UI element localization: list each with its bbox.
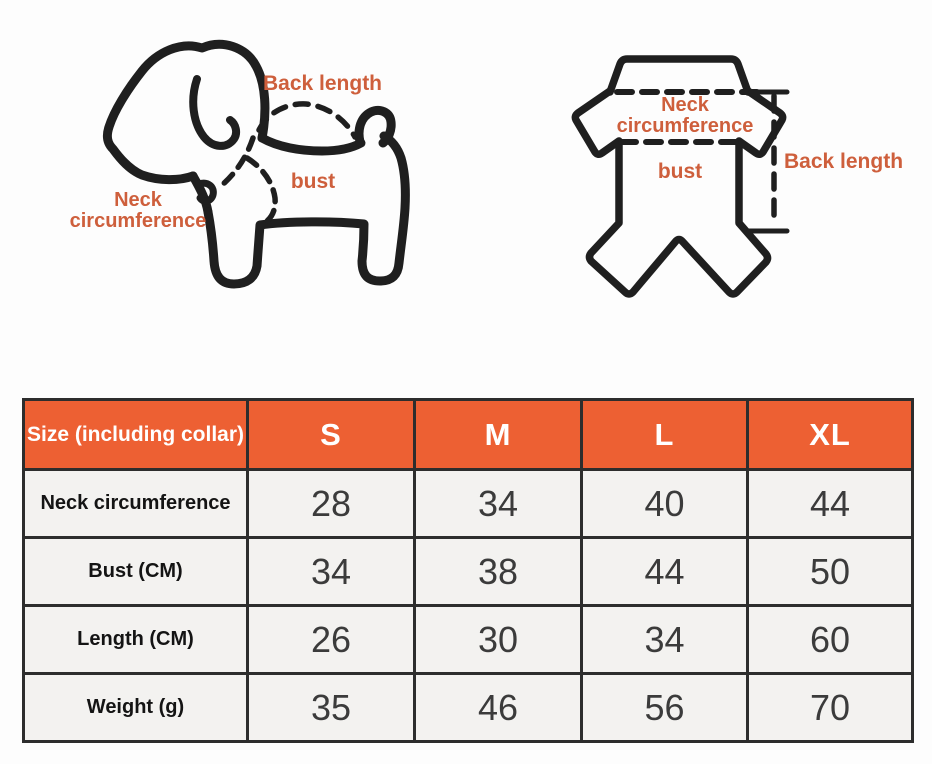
dog-neck-dashed-line — [218, 135, 256, 189]
cell-weight-m: 46 — [413, 672, 583, 743]
measurement-diagrams: Back length bust Neck circumference Neck… — [64, 39, 904, 298]
garment-bust-label: bust — [657, 160, 703, 183]
cell-neck-l: 40 — [580, 468, 749, 539]
dog-jowl-curl — [195, 179, 217, 205]
cell-weight-l: 56 — [580, 672, 749, 743]
size-table-header: Size (including collar) S M L XL — [22, 398, 914, 471]
garment-illustration — [571, 55, 790, 298]
row-label: Length (CM) — [22, 604, 249, 675]
garment-neck-label-line1: Neck — [661, 94, 709, 116]
table-row-bust: Bust (CM) 34 38 44 50 — [22, 536, 914, 607]
dog-body-legs — [203, 131, 410, 289]
dog-neck-circumference-label: Neck circumference — [64, 190, 212, 232]
cell-length-s: 26 — [246, 604, 416, 675]
cell-neck-xl: 44 — [746, 468, 914, 539]
cell-weight-s: 35 — [246, 672, 416, 743]
dog-head-outline — [102, 39, 270, 185]
header-size-xl: XL — [746, 398, 914, 471]
header-size-including-collar: Size (including collar) — [22, 398, 249, 471]
dog-neck-label-line1: Neck — [114, 189, 162, 211]
size-table: Size (including collar) S M L XL Neck ci… — [22, 398, 914, 743]
cell-neck-s: 28 — [246, 468, 416, 539]
garment-neck-label-line2: circumference — [616, 115, 754, 137]
dog-bust-dashed-line — [244, 155, 278, 227]
size-table-body: Neck circumference 28 34 40 44 Bust (CM)… — [22, 468, 914, 743]
table-row-weight: Weight (g) 35 46 56 70 — [22, 672, 914, 743]
garment-outline — [571, 87, 787, 298]
cell-weight-xl: 70 — [746, 672, 914, 743]
cell-bust-xl: 50 — [746, 536, 914, 607]
cell-length-xl: 60 — [746, 604, 914, 675]
cell-length-m: 30 — [413, 604, 583, 675]
dog-back-line — [257, 133, 366, 156]
garment-collar — [606, 55, 752, 96]
cell-length-l: 34 — [580, 604, 749, 675]
dog-illustration — [102, 39, 410, 289]
dog-bust-label: bust — [290, 170, 336, 193]
row-label: Neck circumference — [22, 468, 249, 539]
header-size-m: M — [413, 398, 583, 471]
dog-back-length-label: Back length — [262, 72, 383, 95]
garment-back-length-label: Back length — [784, 150, 904, 173]
cell-bust-m: 38 — [413, 536, 583, 607]
dog-neck-label-line2: circumference — [69, 210, 207, 232]
header-size-s: S — [246, 398, 416, 471]
dog-back-length-dashed-arc — [256, 101, 358, 140]
diagram-line-art — [102, 39, 790, 298]
table-row-length: Length (CM) 26 30 34 60 — [22, 604, 914, 675]
cell-bust-s: 34 — [246, 536, 416, 607]
table-header-row: Size (including collar) S M L XL — [22, 398, 914, 471]
row-label: Bust (CM) — [22, 536, 249, 607]
garment-neck-circumference-label: Neck circumference — [611, 95, 759, 137]
dog-ear-inner-line — [189, 75, 241, 150]
header-size-l: L — [580, 398, 749, 471]
cell-neck-m: 34 — [413, 468, 583, 539]
row-label: Weight (g) — [22, 672, 249, 743]
table-row-neck-circumference: Neck circumference 28 34 40 44 — [22, 468, 914, 539]
cell-bust-l: 44 — [580, 536, 749, 607]
